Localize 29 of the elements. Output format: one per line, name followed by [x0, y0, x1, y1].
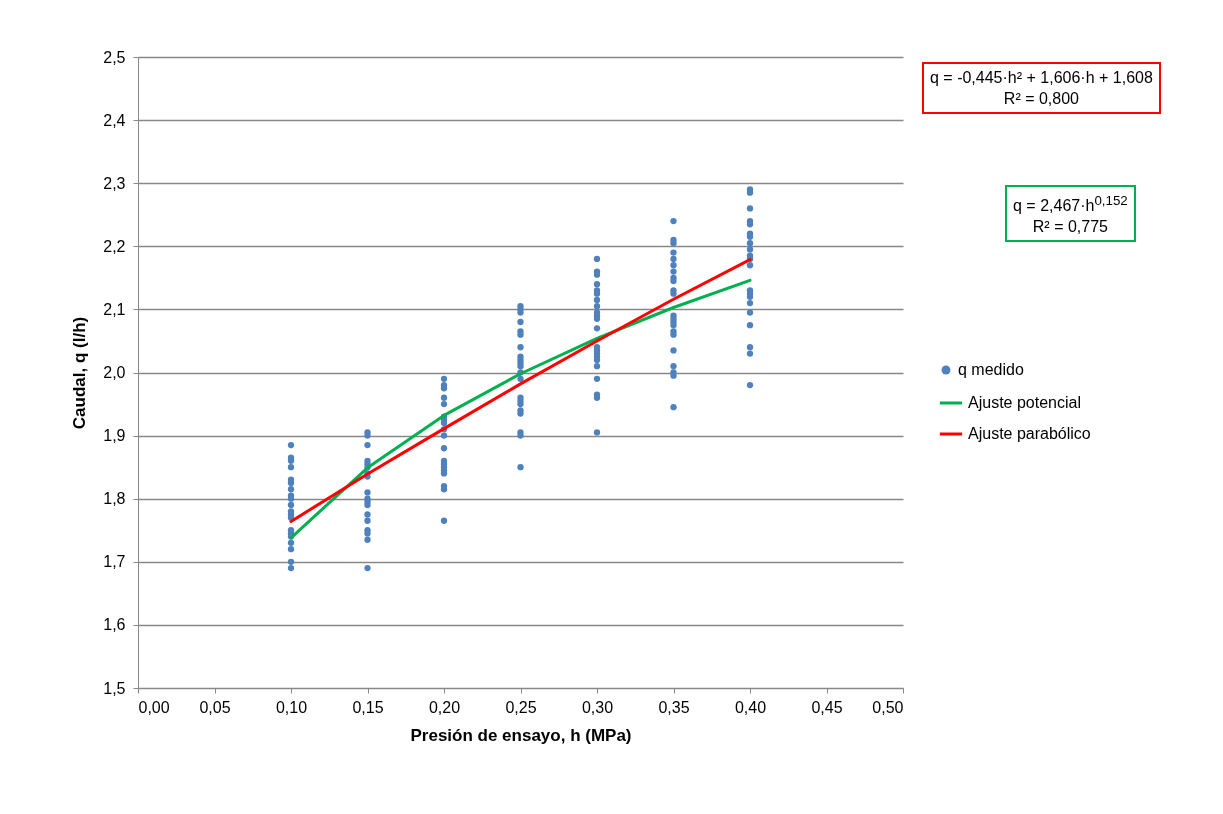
y-tick-label: 2,3 [103, 174, 126, 192]
y-tick-label: 1,9 [103, 427, 126, 445]
legend-label: Ajuste parabólico [968, 425, 1091, 442]
x-tick-label: 0,45 [811, 698, 843, 716]
y-tick-label: 1,5 [103, 679, 126, 697]
y-tick-label: 2,1 [103, 300, 126, 318]
legend-label: q medido [958, 361, 1024, 378]
x-tick-label: 0,05 [199, 698, 231, 716]
y-axis-title: Caudal, q (l/h) [70, 316, 90, 430]
text: q = 2,467·h$^{0,152}$ R² = 0,775 [1005, 185, 1136, 243]
y-tick-label: 2,0 [103, 364, 126, 381]
y-tick-label: 1,7 [103, 553, 126, 571]
x-tick-label: 0,15 [352, 698, 384, 716]
y-tick-label: 2,5 [103, 48, 126, 66]
text: q = -0,445·h² + 1,606·h + 1,608 R² = 0,800 [922, 62, 1161, 114]
x-tick-label: 0,25 [505, 698, 537, 716]
legend-label: Ajuste potencial [968, 394, 1081, 411]
y-tick-label: 2,2 [103, 237, 126, 255]
y-tick-label: 1,8 [103, 490, 126, 508]
x-tick-label: 0,50 [872, 698, 904, 716]
x-tick-label: 0,10 [275, 698, 308, 716]
y-tick-label: 2,4 [103, 111, 126, 129]
x-axis-title: Presión de ensayo, h (MPa) [410, 725, 632, 745]
x-tick-label: 0,20 [428, 698, 461, 716]
x-tick-label: 0,30 [581, 698, 614, 716]
y-tick-label: 1,6 [103, 616, 126, 634]
x-tick-label: 0,00 [138, 698, 170, 716]
x-tick-label: 0,40 [734, 698, 767, 716]
x-tick-label: 0,35 [658, 698, 690, 716]
